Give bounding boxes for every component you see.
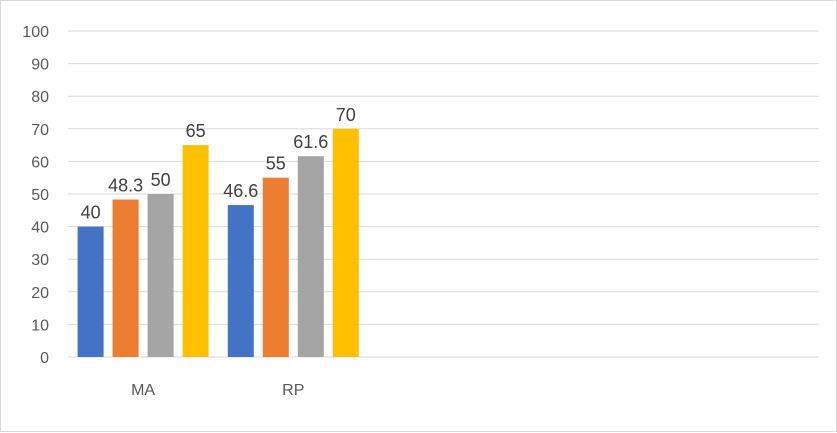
bars	[77, 128, 359, 357]
y-tick-label: 100	[22, 24, 49, 41]
y-tick-label: 40	[31, 220, 49, 237]
category-label: RP	[282, 382, 304, 399]
y-tick-label: 20	[31, 285, 49, 302]
y-tick-label: 30	[31, 252, 49, 269]
bar	[182, 145, 209, 357]
data-label: 55	[266, 154, 286, 174]
bar	[147, 194, 174, 357]
data-label: 50	[151, 170, 171, 190]
data-label: 46.6	[223, 181, 258, 201]
data-label: 70	[336, 105, 356, 125]
data-label: 61.6	[293, 132, 328, 152]
y-tick-label: 70	[31, 122, 49, 139]
y-tick-label: 90	[31, 57, 49, 74]
data-labels: 40 46.6 48.3 55 50 61.6 65 70	[81, 105, 356, 223]
data-label: 48.3	[108, 176, 143, 196]
data-label: 40	[81, 203, 101, 223]
y-tick-label: 50	[31, 187, 49, 204]
bar	[112, 199, 139, 357]
gridlines	[68, 30, 819, 358]
y-axis-ticks: 0 10 20 30 40 50 60 70 80 90 100	[22, 24, 49, 367]
category-label: MA	[131, 382, 155, 399]
category-labels: MA RP	[131, 382, 304, 399]
data-label: 65	[186, 121, 206, 141]
bar	[332, 128, 359, 357]
y-tick-label: 80	[31, 89, 49, 106]
bar	[297, 156, 324, 357]
bar	[262, 177, 289, 357]
y-tick-label: 10	[31, 317, 49, 334]
bar	[77, 226, 104, 357]
bar	[227, 205, 254, 357]
y-tick-label: 0	[40, 350, 49, 367]
y-tick-label: 60	[31, 154, 49, 171]
